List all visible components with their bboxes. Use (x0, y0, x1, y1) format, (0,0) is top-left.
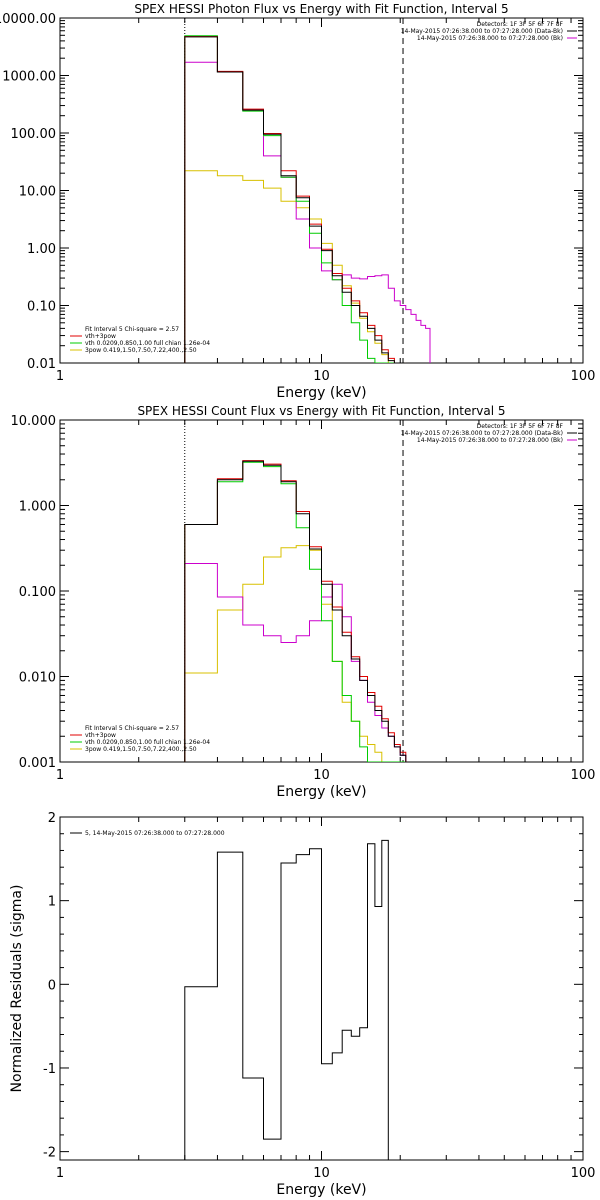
legend-left-item: vth 0.0209,0.850,1.00 full chian 1.26e-0… (85, 739, 210, 746)
x-axis-label: Energy (keV) (276, 385, 366, 401)
legend-left-item: vth 0.0209,0.850,1.00 full chian 1.26e-0… (85, 340, 210, 347)
plot-frame (59, 17, 584, 364)
y-tick-label: 1.000 (19, 500, 56, 515)
y-tick-label: 100.00 (11, 127, 57, 142)
series-total-line (184, 36, 406, 363)
legend-left-item: 3pow 0.419,1.50,7.50,7.22,400.,2.50 (85, 347, 197, 354)
legend-left-item: Fit Interval 5 Chi-square = 2.57 (85, 725, 179, 732)
legend-right-item: 14-May-2015 07:26:38.000 to 07:27:28.000… (401, 430, 563, 437)
y-tick-label: 2 (48, 811, 56, 826)
series-green-line (184, 461, 406, 762)
y-tick-label: 10.00 (19, 185, 56, 200)
x-tick-label: 10 (313, 369, 330, 384)
chart-title: SPEX HESSI Count Flux vs Energy with Fit… (137, 404, 505, 418)
y-tick-label: 0.100 (19, 585, 56, 600)
y-tick-label: -2 (43, 1146, 56, 1161)
y-tick-label: 10.000 (11, 414, 57, 429)
x-axis-label: Energy (keV) (276, 784, 366, 800)
y-tick-label: -1 (43, 1062, 56, 1077)
y-tick-label: 1000.00 (2, 70, 56, 85)
legend-left-item: 5, 14-May-2015 07:26:38.000 to 07:27:28.… (85, 830, 225, 837)
legend-right-item: Detectors: 1F 3F 5F 6F 7F 8F (477, 21, 564, 28)
x-tick-label: 10 (313, 1166, 330, 1181)
series-yellow-line (184, 545, 406, 762)
series-magenta-line (184, 563, 407, 762)
x-tick-label: 10 (313, 768, 330, 783)
chart-panel-2: SPEX HESSI Count Flux vs Energy with Fit… (11, 404, 596, 800)
x-tick-label: 1 (56, 369, 64, 384)
chart-panel-3: 1 10 100 -2 -1 0 1 2 Energy (keV) Normalized Resi… (9, 811, 595, 1198)
series-magenta-line (184, 61, 431, 363)
y-tick-label: 10000.00 (0, 12, 56, 27)
y-tick-label: 1 (48, 895, 56, 910)
series-red-line (184, 36, 406, 363)
series-red-line (184, 460, 407, 762)
x-tick-label: 100 (571, 768, 596, 783)
legend-right-item: Detectors: 1F 3F 5F 6F 7F 8F (477, 423, 564, 430)
x-tick-label: 100 (571, 369, 596, 384)
series-green-line (184, 35, 406, 363)
y-tick-label: 0.001 (19, 756, 56, 771)
legend-left-item: Fit Interval 5 Chi-square = 2.57 (85, 326, 179, 333)
legend-right-item: 14-May-2015 07:26:38.000 to 07:27:28.000… (401, 28, 563, 35)
y-tick-label: 0.10 (27, 300, 56, 315)
data-area (184, 839, 389, 1160)
y-tick-label: 0.01 (27, 357, 56, 372)
legend-left-item: vth+3pow (85, 333, 116, 340)
y-tick-label: 0 (48, 978, 56, 993)
data-area (184, 18, 431, 363)
x-tick-label: 1 (56, 768, 64, 783)
legend-right-item: 14-May-2015 07:26:38.000 to 07:27:28.000… (417, 35, 563, 42)
data-area (184, 420, 407, 762)
y-tick-label: 0.010 (19, 671, 56, 686)
x-tick-label: 100 (571, 1166, 596, 1181)
legend-left-item: 3pow 0.419,1.50,7.50,7.22,400.,2.50 (85, 746, 197, 753)
chart-panel-1: SPEX HESSI Photon Flux vs Energy with Fi… (0, 2, 595, 401)
legend-right-item: 14-May-2015 07:26:38.000 to 07:27:28.000… (417, 437, 563, 444)
chart-title: SPEX HESSI Photon Flux vs Energy with Fi… (134, 2, 508, 16)
y-axis-label: Normalized Residuals (sigma) (9, 885, 25, 1093)
series-yellow-line (184, 170, 406, 363)
legend-left-item: vth+3pow (85, 732, 116, 739)
y-tick-label: 1.00 (27, 242, 56, 257)
x-tick-label: 1 (56, 1166, 64, 1181)
series-total-line (184, 460, 407, 762)
x-axis-label: Energy (keV) (276, 1182, 366, 1198)
series-total-line (184, 839, 389, 1160)
